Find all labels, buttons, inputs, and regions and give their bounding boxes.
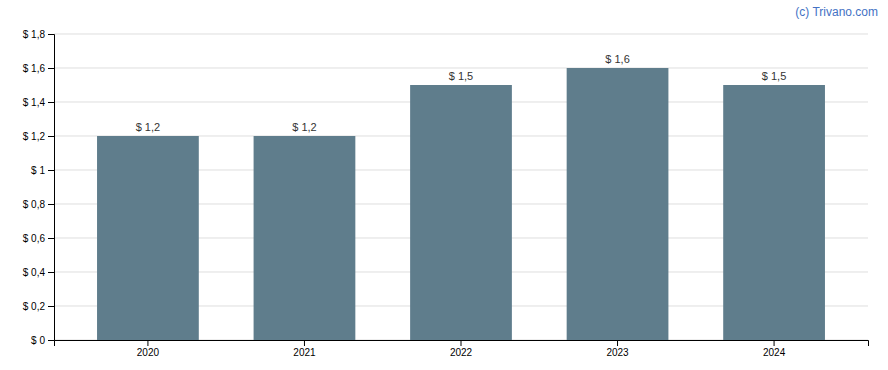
- y-tick-label: $ 1,6: [23, 63, 46, 74]
- y-tick: $ 1,4: [23, 97, 54, 108]
- y-tick-mark: [48, 102, 54, 103]
- y-tick-mark: [48, 272, 54, 273]
- x-tick-mark: [304, 340, 305, 346]
- y-tick-label: $ 0: [31, 335, 45, 346]
- x-tick: 2022: [450, 340, 473, 358]
- y-tick-mark: [48, 340, 54, 341]
- y-tick: $ 1: [31, 165, 54, 176]
- y-tick: $ 0: [31, 335, 54, 346]
- y-tick-label: $ 1: [31, 165, 45, 176]
- bar: [254, 136, 356, 340]
- grid-line: [54, 68, 868, 69]
- x-tick-label: 2020: [137, 347, 160, 358]
- y-tick: $ 0,2: [23, 301, 54, 312]
- y-tick-label: $ 1,4: [23, 97, 46, 108]
- annotation: (c) Trivano.com: [795, 5, 878, 19]
- data-label: $ 1,5: [762, 70, 786, 82]
- y-axis: $ 0 $ 0,2 $ 0,4 $ 0,6 $ 0,8 $ 1 $ 1,2 $ 1,4 $ 1,…: [23, 29, 55, 346]
- x-tick: 2024: [763, 340, 786, 358]
- bar: [97, 136, 199, 340]
- y-tick: $ 0,6: [23, 233, 54, 244]
- x-axis-line: [55, 341, 869, 347]
- bar: [410, 85, 512, 340]
- y-tick-mark: [48, 136, 54, 137]
- y-tick-mark: [48, 68, 54, 69]
- y-tick-label: $ 1,2: [23, 131, 46, 142]
- grid: [54, 34, 868, 340]
- bars: [97, 68, 825, 340]
- x-axis: 2020 2021 2022 2023 2024: [55, 340, 869, 358]
- x-tick: 2021: [293, 340, 316, 358]
- y-tick-mark: [48, 204, 54, 205]
- x-tick-mark: [461, 340, 462, 346]
- x-tick-label: 2023: [606, 347, 629, 358]
- plot: $ 0 $ 0,2 $ 0,4 $ 0,6 $ 0,8 $ 1 $ 1,2 $ 1,4 $ 1,…: [23, 29, 869, 358]
- data-label: $ 1,2: [292, 121, 316, 133]
- y-tick: $ 0,4: [23, 267, 54, 278]
- y-tick-mark: [48, 306, 54, 307]
- y-tick-label: $ 0,2: [23, 301, 46, 312]
- data-labels: $ 1,2 $ 1,2 $ 1,5 $ 1,6 $ 1,5: [136, 53, 787, 133]
- x-tick-label: 2022: [450, 347, 473, 358]
- x-tick-mark: [147, 340, 148, 346]
- x-tick-mark: [774, 340, 775, 346]
- data-label: $ 1,5: [449, 70, 473, 82]
- data-label: $ 1,6: [605, 53, 629, 65]
- x-tick: 2020: [137, 340, 160, 358]
- chart: $ 0 $ 0,2 $ 0,4 $ 0,6 $ 0,8 $ 1 $ 1,2 $ 1,4 $ 1,…: [0, 0, 888, 370]
- y-tick: $ 1,6: [23, 63, 54, 74]
- y-tick-label: $ 0,8: [23, 199, 46, 210]
- grid-line: [54, 34, 868, 35]
- bar: [567, 68, 669, 340]
- y-tick-label: $ 1,8: [23, 29, 46, 40]
- y-tick-mark: [48, 238, 54, 239]
- y-tick-label: $ 0,4: [23, 267, 46, 278]
- x-tick-label: 2024: [763, 347, 786, 358]
- y-tick-mark: [48, 34, 54, 35]
- y-tick-mark: [48, 170, 54, 171]
- y-tick: $ 0,8: [23, 199, 54, 210]
- x-tick: 2023: [606, 340, 629, 358]
- y-tick: $ 1,2: [23, 131, 54, 142]
- y-tick: $ 1,8: [23, 29, 54, 40]
- bar: [723, 85, 825, 340]
- x-tick-label: 2021: [293, 347, 316, 358]
- data-label: $ 1,2: [136, 121, 160, 133]
- y-tick-label: $ 0,6: [23, 233, 46, 244]
- y-axis-line: [48, 35, 55, 341]
- x-tick-mark: [617, 340, 618, 346]
